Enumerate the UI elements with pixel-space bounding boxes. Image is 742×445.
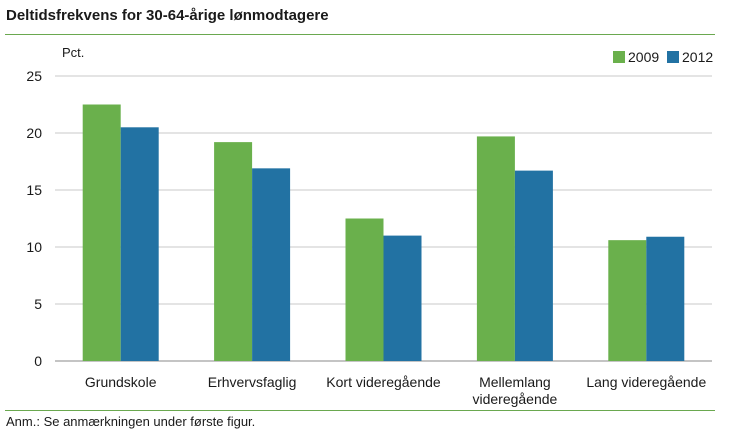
legend-label: 2009	[628, 49, 659, 65]
legend-swatch-2009	[613, 51, 625, 63]
legend-swatch-2012	[667, 51, 679, 63]
bar-2009-2	[345, 218, 384, 361]
x-tick-label: Mellemlang	[479, 374, 551, 390]
y-tick-label: 0	[34, 353, 42, 369]
x-tick-label: Grundskole	[85, 374, 157, 390]
x-tick-label: Erhvervsfaglig	[208, 374, 297, 390]
y-tick-label: 20	[26, 125, 42, 141]
y-axis-label: Pct.	[62, 45, 84, 60]
bar-2009-0	[82, 104, 121, 361]
y-tick-label: 25	[26, 68, 42, 84]
bar-2012-0	[120, 127, 159, 361]
top-divider	[5, 34, 715, 35]
bottom-divider	[5, 410, 715, 411]
x-tick-label: Lang videregående	[586, 374, 706, 390]
legend-label: 2012	[682, 49, 713, 65]
x-tick-label: videregående	[472, 391, 557, 407]
bar-2009-4	[608, 240, 647, 361]
bar-2012-2	[383, 235, 422, 361]
bar-2012-1	[252, 168, 291, 361]
y-tick-label: 15	[26, 182, 42, 198]
bar-2009-1	[214, 142, 253, 361]
footnote: Anm.: Se anmærkningen under første figur…	[6, 414, 256, 429]
bar-2012-4	[646, 236, 685, 361]
y-tick-label: 5	[34, 296, 42, 312]
bar-2012-3	[514, 170, 553, 361]
y-tick-label: 10	[26, 239, 42, 255]
chart-title: Deltidsfrekvens for 30-64-årige lønmodta…	[6, 7, 329, 24]
x-tick-label: Kort videregående	[326, 374, 441, 390]
bar-2009-3	[476, 136, 515, 361]
